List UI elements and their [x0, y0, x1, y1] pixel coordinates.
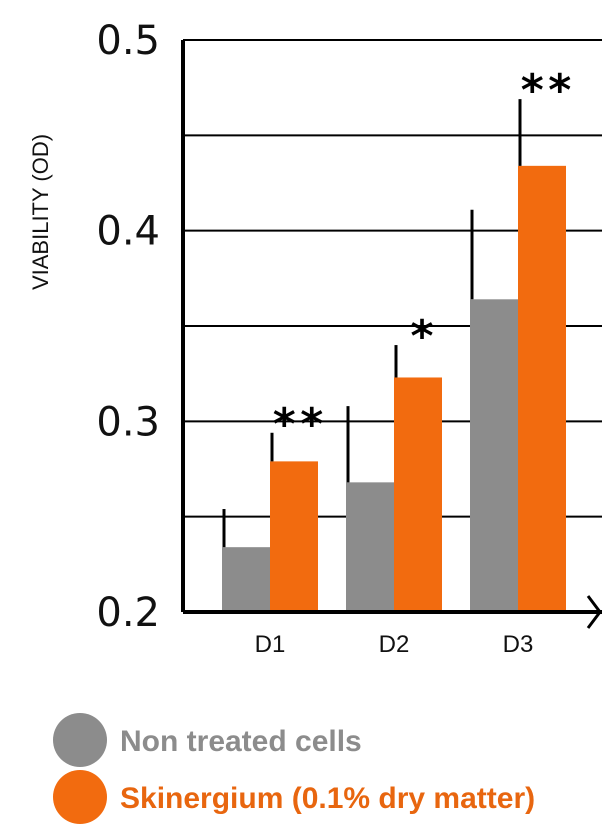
legend-swatch [53, 770, 107, 824]
legend-swatch [53, 713, 107, 767]
legend-label: Skinergium (0.1% dry matter) [120, 782, 535, 815]
y-tick-label: 0.3 [96, 399, 160, 445]
x-tick-label: D2 [379, 631, 410, 658]
legend: Non treated cells Skinergium (0.1% dry ma… [53, 713, 535, 824]
bar-d3-non-treated [470, 299, 518, 612]
bar-d1-non-treated [222, 547, 270, 612]
legend-label: Non treated cells [120, 725, 362, 758]
bar-d2-non-treated [346, 482, 394, 612]
bar-d1-skinergium [270, 461, 318, 612]
axes [181, 40, 602, 629]
significance-marker: * [410, 311, 433, 362]
bar-d3-skinergium [518, 165, 566, 612]
x-tick-labels: D1 D2 D3 [255, 631, 534, 658]
y-tick-label: 0.2 [96, 590, 160, 636]
significance-marker: * * [273, 399, 323, 450]
significance-marker: * * [521, 65, 571, 116]
x-tick-label: D1 [255, 631, 286, 658]
bars: * * * * * [222, 65, 571, 612]
x-tick-label: D3 [503, 631, 534, 658]
y-tick-labels: 0.2 0.3 0.4 0.5 [96, 18, 160, 636]
bar-d2-skinergium [394, 377, 442, 612]
y-axis-label: VIABILITY (OD) [28, 134, 53, 290]
x-axis-arrow-icon [586, 595, 602, 629]
y-tick-label: 0.4 [96, 209, 160, 255]
y-tick-label: 0.5 [96, 18, 160, 64]
